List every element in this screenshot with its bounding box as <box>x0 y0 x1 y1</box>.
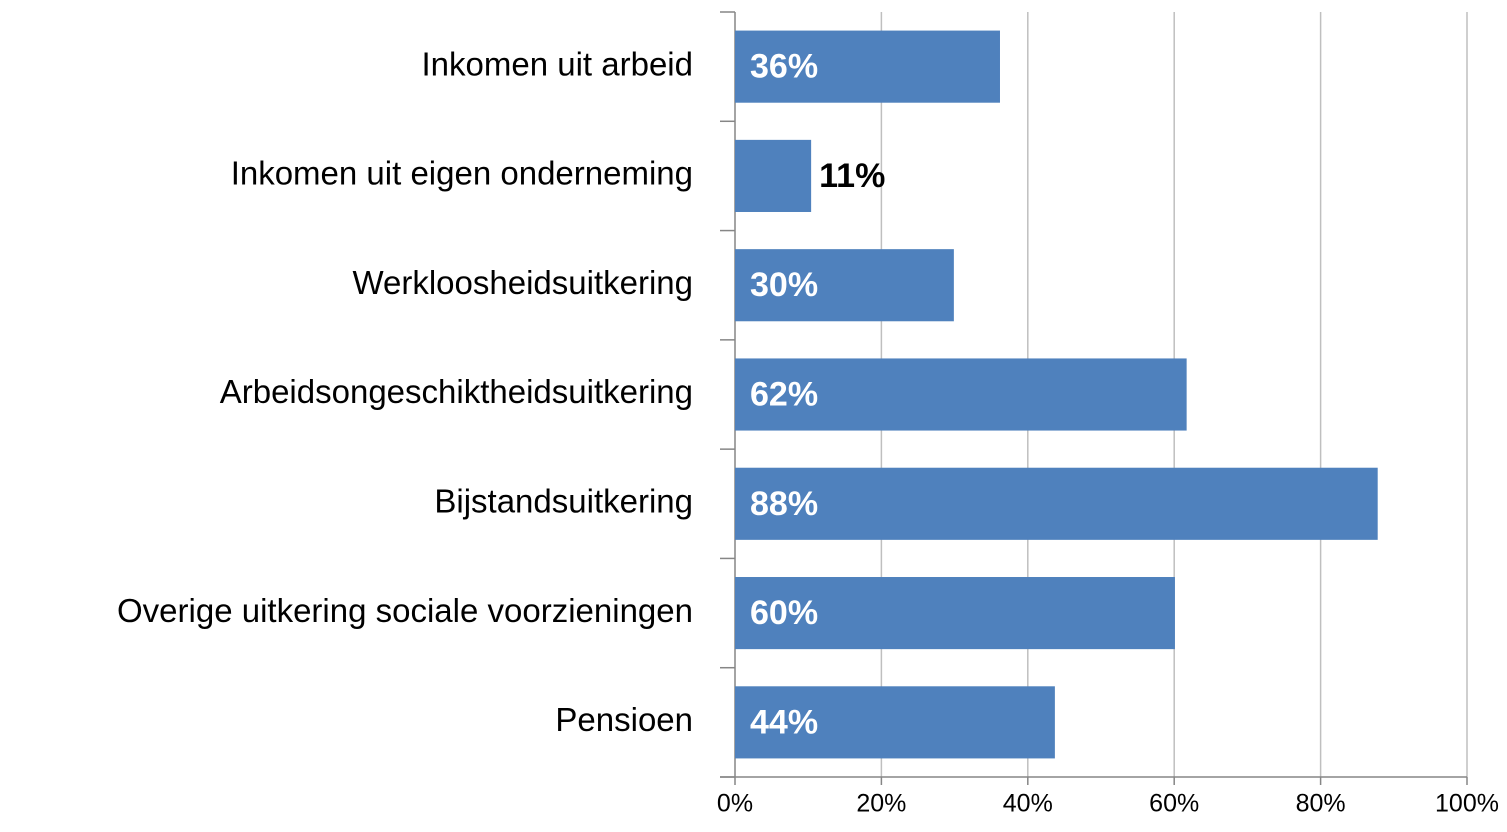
y-tick-label: Werkloosheidsuitkering <box>352 264 693 301</box>
y-tick-label: Pensioen <box>555 701 693 738</box>
y-tick-label: Arbeidsongeschiktheidsuitkering <box>220 373 693 410</box>
x-tick-label: 40% <box>1003 790 1053 818</box>
bar <box>735 30 1000 103</box>
bar <box>735 139 812 212</box>
data-label: 36% <box>750 48 818 86</box>
data-label: 88% <box>750 485 818 523</box>
x-tick-label: 80% <box>1296 790 1346 818</box>
bar <box>735 249 954 322</box>
data-label: 11% <box>819 157 885 195</box>
data-label: 44% <box>750 703 818 741</box>
x-tick-label: 20% <box>856 790 906 818</box>
y-tick-label: Overige uitkering sociale voorzieningen <box>117 592 693 629</box>
x-tick-label: 60% <box>1149 790 1199 818</box>
y-tick-label: Inkomen uit arbeid <box>422 45 694 82</box>
data-label: 30% <box>750 266 818 304</box>
data-label: 62% <box>750 375 818 413</box>
bar <box>735 467 1378 540</box>
y-tick-label: Inkomen uit eigen onderneming <box>231 155 693 192</box>
bar <box>735 577 1175 650</box>
data-label: 60% <box>750 594 818 632</box>
x-tick-label: 100% <box>1435 790 1499 818</box>
bar <box>735 358 1187 431</box>
y-tick-label: Bijstandsuitkering <box>434 483 693 520</box>
bar <box>735 686 1055 759</box>
x-tick-label: 0% <box>717 790 753 818</box>
